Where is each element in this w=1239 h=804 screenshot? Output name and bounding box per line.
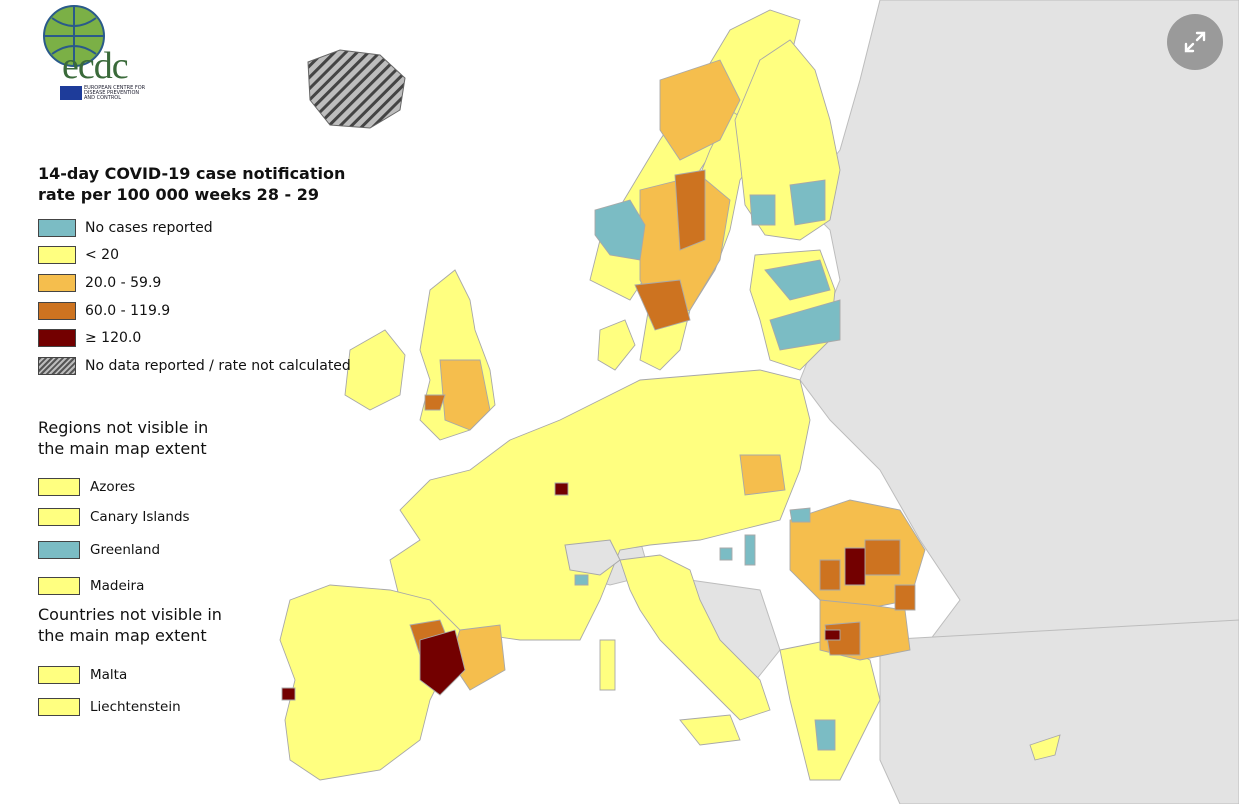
country-item: Liechtenstein xyxy=(38,698,181,716)
region-swatch xyxy=(38,577,80,595)
region-item: Azores xyxy=(38,478,135,496)
region-swatch xyxy=(38,508,80,526)
region-item: Canary Islands xyxy=(38,508,190,526)
logo-subtitle: EUROPEAN CENTRE FOR DISEASE PREVENTION A… xyxy=(84,85,146,101)
legend-item: No data reported / rate not calculated xyxy=(38,352,351,380)
legend-item: < 20 xyxy=(38,242,351,270)
country-swatch xyxy=(38,698,80,716)
region-item: Madeira xyxy=(38,577,144,595)
iceland xyxy=(307,49,406,129)
country-item: Malta xyxy=(38,666,127,684)
regions-not-visible-title: Regions not visible in the main map exte… xyxy=(38,418,209,458)
legend-swatch xyxy=(38,218,76,237)
globe-icon xyxy=(43,5,105,67)
region-item: Greenland xyxy=(38,541,160,559)
legend-list: No cases reported < 20 20.0 - 59.9 60.0 … xyxy=(38,214,351,380)
country-swatch xyxy=(38,666,80,684)
legend-swatch xyxy=(38,301,76,320)
switzerland xyxy=(564,539,621,576)
expand-icon xyxy=(1184,31,1206,53)
hatched-swatch xyxy=(38,356,76,375)
logo-wordmark: ecdc xyxy=(62,45,129,87)
legend-title: 14-day COVID-19 case notification rate p… xyxy=(38,164,346,204)
region-swatch xyxy=(38,478,80,496)
legend-swatch xyxy=(38,273,76,292)
legend-item: 60.0 - 119.9 xyxy=(38,297,351,325)
eu-flag-icon xyxy=(60,86,82,100)
non-eu-land xyxy=(574,0,1239,804)
region-swatch xyxy=(38,541,80,559)
teal-regions xyxy=(574,179,841,751)
ecdc-logo: ecdc EUROPEAN CENTRE FOR DISEASE PREVENT… xyxy=(38,4,168,104)
countries-not-visible-title: Countries not visible in the main map ex… xyxy=(38,605,222,645)
expand-button[interactable] xyxy=(1167,14,1223,70)
dark-red-regions xyxy=(281,482,866,701)
legend-swatch xyxy=(38,329,76,348)
legend-swatch xyxy=(38,246,76,265)
legend-item: No cases reported xyxy=(38,214,351,242)
legend-item: 20.0 - 59.9 xyxy=(38,269,351,297)
legend-item: ≥ 120.0 xyxy=(38,324,351,352)
